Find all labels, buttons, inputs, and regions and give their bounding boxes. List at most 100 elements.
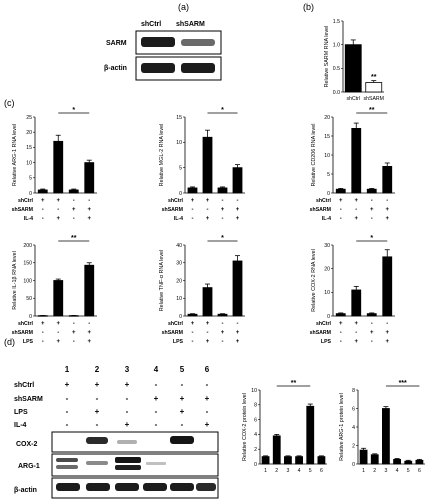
chart-c2-group-0-sign-1: + <box>206 198 210 204</box>
panel-d-group-3-sign-0: - <box>66 420 69 429</box>
panel-d-group-0-sign-5: - <box>206 380 209 389</box>
chart-d2-bar-3 <box>393 458 401 465</box>
chart-d2-category-4: 5 <box>407 468 410 474</box>
chart-c2-ytick-label-2: 10 <box>176 140 182 146</box>
chart-c3-ytick-label-3: 15 <box>324 134 330 140</box>
chart-c5-sig: * <box>221 235 224 242</box>
chart-c2-group-1-sign-0: - <box>192 207 194 213</box>
chart-c6-group-2-sign-0: - <box>340 339 342 345</box>
chart-d2-ytick-label-1: 2 <box>352 443 355 449</box>
blot-d-arg1-band-4 <box>146 462 166 465</box>
blot-d-actin-band-3 <box>115 483 139 491</box>
chart-c5-group-0-sign-2: - <box>222 321 224 327</box>
chart-b-ytick-label-2: 1.0 <box>333 42 340 48</box>
chart-c5-ytick-label-1: 10 <box>176 296 182 302</box>
chart-c3-group-1-sign-1: - <box>355 207 357 213</box>
chart-d2-ytick-label-3: 6 <box>352 406 355 412</box>
blot-d-arg1-band-2 <box>86 461 108 465</box>
chart-c6-sig: * <box>370 235 373 242</box>
chart-c1: 0 5 10 15 20 25 Relative ARG-1 RNA level * shCtr… <box>12 107 97 222</box>
panel-d-group-3-sign-2: + <box>125 420 130 429</box>
chart-d2-category-0: 1 <box>362 468 365 474</box>
chart-b-ytick-label-0: 0.0 <box>333 90 340 96</box>
panel-d-lane-2: 3 <box>125 365 130 374</box>
blot-a-actin-frame <box>135 56 222 81</box>
panel-d-lane-1: 2 <box>95 365 100 374</box>
chart-c2-group-2-label: IL-4 <box>174 216 183 222</box>
panel-d-group-1-sign-5: + <box>205 394 210 403</box>
chart-c4-ylabel: Relative IL-1β RNA level <box>12 251 18 310</box>
chart-c2-group-1-sign-1: - <box>207 207 209 213</box>
chart-b-ytick-label-3: 1.5 <box>333 19 340 25</box>
chart-c2-group-2-sign-3: + <box>236 216 240 222</box>
chart-c4-group-0-label: shCtrl <box>18 321 34 327</box>
chart-c5: 0 10 20 30 40 Relative TNF-α RNA level * shCtrl… <box>159 235 245 345</box>
panel-label-c: (c) <box>4 98 15 108</box>
chart-c5-group-1-sign-1: - <box>207 330 209 336</box>
blot-d-actin-band-6 <box>196 483 216 491</box>
panel-d-group-3-sign-5: + <box>205 420 210 429</box>
chart-c5-group-1-sign-3: + <box>236 330 240 336</box>
chart-c2-ylabel: Relative MGL-2 RNA level <box>159 124 165 187</box>
chart-c1-ytick-label-1: 5 <box>29 176 32 182</box>
chart-d2-ytick-label-2: 4 <box>352 425 355 431</box>
chart-d2-ytick-label-0: 0 <box>352 462 355 468</box>
chart-c5-group-2-sign-2: - <box>222 339 224 345</box>
chart-c4-ytick-label-2: 100 <box>23 278 32 284</box>
chart-b-category-0: shCtrl <box>346 96 360 102</box>
chart-c6-group-1-sign-2: + <box>370 330 374 336</box>
chart-c5-bar-3 <box>232 260 243 317</box>
chart-c1-ytick-label-2: 10 <box>26 160 32 166</box>
chart-c1-bar-0 <box>37 189 48 194</box>
blot-d-actin-band-2 <box>86 483 110 491</box>
chart-c6: 0 10 20 30 Relative COX-2 RNA level * shCtrl + +… <box>310 235 395 345</box>
chart-c4-group-2-sign-1: + <box>56 339 60 345</box>
chart-c4-group-2-sign-2: - <box>73 339 75 345</box>
chart-c3-group-1-sign-3: + <box>385 207 389 213</box>
chart-c3-group-0-sign-3: - <box>386 198 388 204</box>
chart-c3-group-0-sign-0: + <box>339 198 343 204</box>
chart-c4-group-0-sign-3: - <box>88 321 90 327</box>
chart-c1-group-1-label: shSARM <box>12 207 33 213</box>
chart-c6-bar-2 <box>366 313 377 317</box>
chart-d1-bar-0 <box>261 456 270 465</box>
chart-c4-group-2-label: LPS <box>23 339 34 345</box>
chart-c3-ytick-label-1: 5 <box>327 172 330 178</box>
chart-d1-category-5: 6 <box>320 468 323 474</box>
panel-d-conditions: 1 2 3 4 5 6 shCtrl + + + - - - shSARM - - - + + + LPS - + - - + - I… <box>14 365 210 429</box>
panel-label-a: (a) <box>178 2 189 12</box>
chart-c3-bar-1 <box>351 127 362 194</box>
chart-c2: 0 5 10 15 Relative MGL-2 RNA level * shCtrl + + -… <box>159 107 245 222</box>
chart-c1-group-0-sign-2: - <box>73 198 75 204</box>
chart-c2-group-2-sign-0: - <box>192 216 194 222</box>
chart-d1-ylabel: Relative COX-2 protein level <box>242 393 248 461</box>
chart-c6-group-1-sign-3: + <box>385 330 389 336</box>
chart-c6-group-2-sign-3: + <box>385 339 389 345</box>
chart-c3: 0 5 10 15 20 Relative CD206 RNA level ** shCtrl… <box>310 107 395 222</box>
chart-c3-group-0-sign-1: + <box>354 198 358 204</box>
blot-d-cox2-band-3 <box>117 440 137 444</box>
blot-d-actin-band-4 <box>143 483 167 491</box>
chart-c3-group-2-sign-0: - <box>340 216 342 222</box>
chart-c1-group-1-sign-1: - <box>57 207 59 213</box>
blot-d-row-cox2: COX-2 <box>16 441 38 448</box>
chart-d1-ytick-label-2: 4 <box>254 432 257 438</box>
blot-a-row-actin: β-actin <box>104 65 127 72</box>
chart-c6-ytick-label-2: 20 <box>324 266 330 272</box>
chart-b-category-1: shSARM <box>364 96 384 102</box>
chart-c5-group-0-sign-0: + <box>191 321 195 327</box>
panel-d-group-2-sign-2: - <box>126 407 129 416</box>
chart-c2-group-0-sign-3: - <box>237 198 239 204</box>
blot-a-sarm-band-2 <box>181 39 215 46</box>
panel-d-group-1-sign-3: + <box>154 394 159 403</box>
panel-d-group-3-sign-4: - <box>181 420 184 429</box>
chart-b-bar-1 <box>365 82 383 93</box>
chart-c6-group-2-sign-2: - <box>371 339 373 345</box>
chart-c6-group-0-sign-0: + <box>339 321 343 327</box>
chart-d1-ytick-label-1: 2 <box>254 447 257 453</box>
chart-c1-ylabel: Relative ARG-1 RNA level <box>12 124 18 186</box>
chart-c3-ylabel: Relative CD206 RNA level <box>311 124 317 187</box>
